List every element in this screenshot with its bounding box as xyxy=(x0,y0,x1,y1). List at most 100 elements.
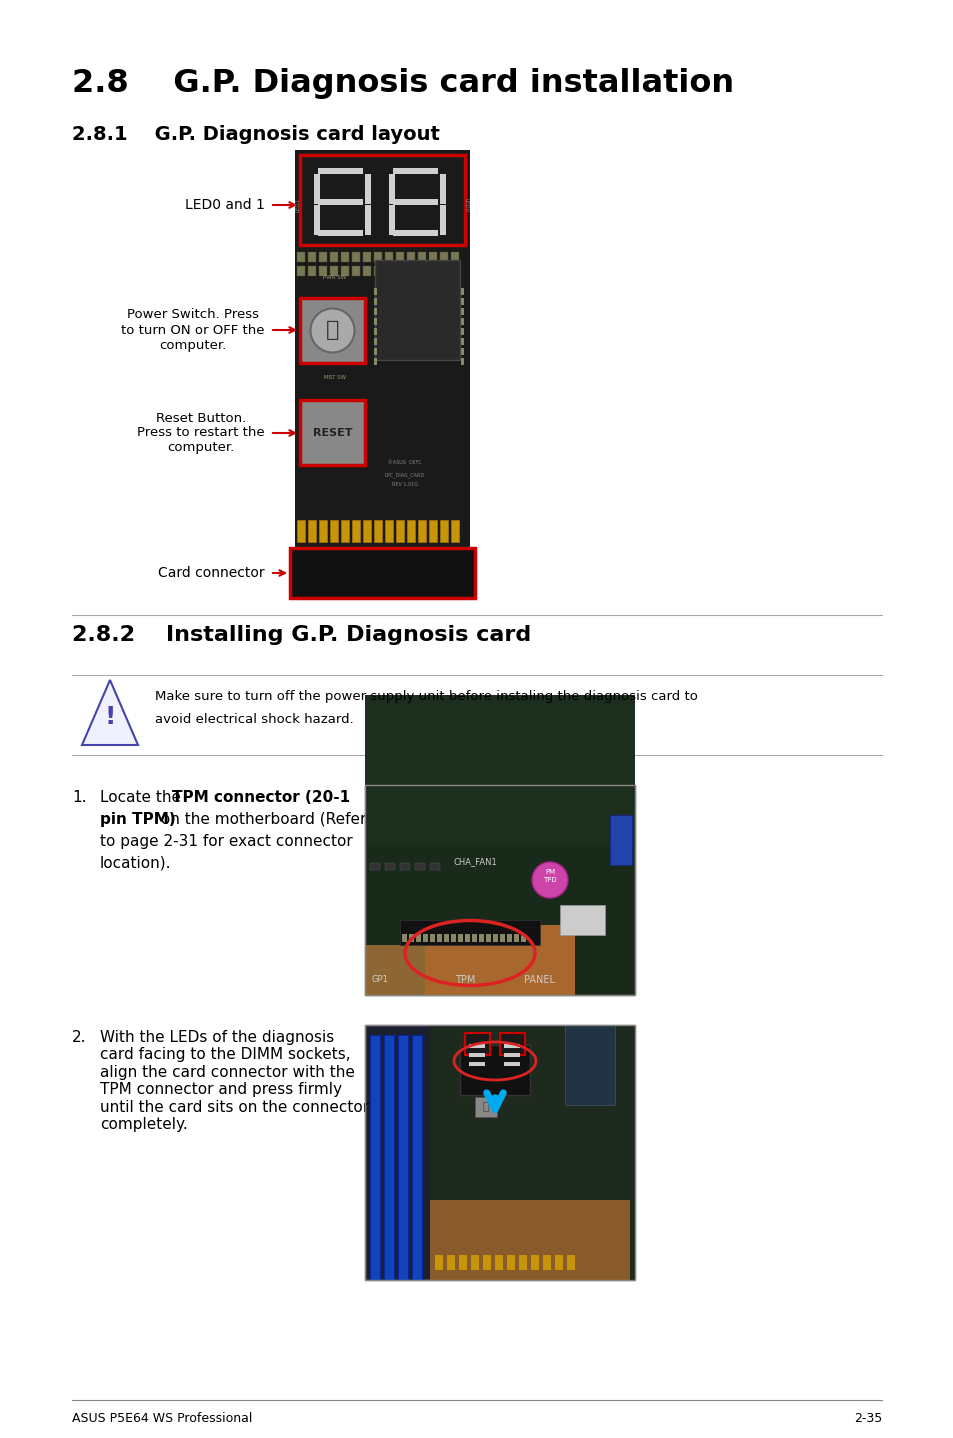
Bar xyxy=(464,935,470,942)
Bar xyxy=(296,252,305,262)
Bar xyxy=(363,521,371,542)
Bar xyxy=(395,521,403,542)
Bar xyxy=(397,1035,408,1280)
Bar xyxy=(457,935,462,942)
Bar xyxy=(469,1053,484,1057)
Bar xyxy=(460,298,463,305)
Bar xyxy=(485,935,491,942)
Text: Make sure to turn off the power supply unit before instaling the diagnosis card : Make sure to turn off the power supply u… xyxy=(154,690,698,703)
Bar xyxy=(416,935,420,942)
Bar xyxy=(385,521,393,542)
Bar xyxy=(430,863,439,870)
Text: 2.: 2. xyxy=(71,1030,87,1045)
Text: CHA_FAN1: CHA_FAN1 xyxy=(453,857,497,867)
Bar xyxy=(352,266,359,276)
Text: With the LEDs of the diagnosis
card facing to the DIMM sockets,
align the card c: With the LEDs of the diagnosis card faci… xyxy=(100,1030,369,1132)
Bar xyxy=(409,935,414,942)
Bar xyxy=(330,252,337,262)
Text: ©ASUS  C€FC: ©ASUS C€FC xyxy=(388,460,421,464)
Bar xyxy=(503,1053,519,1057)
Bar xyxy=(417,252,426,262)
Text: PANEL: PANEL xyxy=(524,975,555,985)
Text: PWR SW: PWR SW xyxy=(323,275,346,280)
Bar xyxy=(375,260,459,360)
Bar xyxy=(471,1255,478,1270)
Bar xyxy=(308,252,315,262)
Text: PM
TPD: PM TPD xyxy=(542,870,557,883)
Text: RESET: RESET xyxy=(313,427,352,437)
Text: location).: location). xyxy=(100,856,172,871)
Bar xyxy=(365,785,635,995)
Text: TPM connector (20-1: TPM connector (20-1 xyxy=(172,789,350,805)
Bar xyxy=(472,935,476,942)
Bar xyxy=(559,905,604,935)
Bar xyxy=(299,400,365,464)
Polygon shape xyxy=(82,680,138,745)
Bar xyxy=(460,288,463,295)
Bar xyxy=(555,1255,562,1270)
Bar xyxy=(330,521,337,542)
Text: REV 1.01G: REV 1.01G xyxy=(392,482,417,487)
Circle shape xyxy=(532,861,567,897)
Bar xyxy=(385,252,393,262)
Bar xyxy=(439,521,448,542)
Bar xyxy=(469,1044,484,1048)
Bar xyxy=(460,348,463,355)
Text: 2.8.1    G.P. Diagnosis card layout: 2.8.1 G.P. Diagnosis card layout xyxy=(71,125,439,144)
Bar xyxy=(389,174,395,204)
Bar xyxy=(340,252,349,262)
Bar xyxy=(499,1032,524,1055)
Bar xyxy=(412,1035,421,1280)
Bar xyxy=(503,1063,519,1066)
Bar xyxy=(308,521,315,542)
Text: Reset Button.
Press to restart the
computer.: Reset Button. Press to restart the compu… xyxy=(137,411,265,454)
Bar xyxy=(518,1255,526,1270)
Text: Locate the: Locate the xyxy=(100,789,186,805)
Bar xyxy=(443,935,449,942)
Text: LPC_DIAG_CARD: LPC_DIAG_CARD xyxy=(384,472,425,477)
Bar xyxy=(374,348,376,355)
Bar xyxy=(384,1035,394,1280)
Bar xyxy=(374,521,381,542)
Bar xyxy=(422,935,428,942)
Text: LED0 and 1: LED0 and 1 xyxy=(185,198,265,211)
Bar xyxy=(294,150,470,595)
Text: pin TPM): pin TPM) xyxy=(100,812,175,827)
Bar xyxy=(439,174,446,204)
Bar xyxy=(308,266,315,276)
Text: on the motherboard (Refer: on the motherboard (Refer xyxy=(156,812,366,827)
Bar xyxy=(493,935,497,942)
Bar xyxy=(399,863,410,870)
Bar xyxy=(365,174,371,204)
Bar xyxy=(495,1255,502,1270)
Bar xyxy=(430,1025,635,1280)
Bar xyxy=(506,935,512,942)
Bar xyxy=(407,252,415,262)
Bar xyxy=(503,1044,519,1048)
Text: Card connector: Card connector xyxy=(158,567,265,580)
Bar xyxy=(424,925,575,995)
Bar xyxy=(365,695,635,846)
Bar xyxy=(310,160,375,240)
Text: ⏻: ⏻ xyxy=(482,1102,489,1112)
Bar xyxy=(374,288,376,295)
Bar xyxy=(389,206,395,234)
Bar xyxy=(460,318,463,325)
Bar xyxy=(417,521,426,542)
Bar xyxy=(314,206,319,234)
Bar xyxy=(330,266,337,276)
Bar xyxy=(374,308,376,315)
Bar xyxy=(365,206,371,234)
Bar xyxy=(542,1255,551,1270)
Bar xyxy=(296,266,305,276)
Text: avoid electrical shock hazard.: avoid electrical shock hazard. xyxy=(154,713,354,726)
Bar xyxy=(393,168,437,174)
Text: ASUS P5E64 WS Professional: ASUS P5E64 WS Professional xyxy=(71,1412,253,1425)
Bar xyxy=(460,328,463,335)
Text: Power Switch. Press
to turn ON or OFF the
computer.: Power Switch. Press to turn ON or OFF th… xyxy=(121,309,265,351)
Text: TPM: TPM xyxy=(455,975,475,985)
Bar xyxy=(340,521,349,542)
Bar xyxy=(318,266,327,276)
Bar xyxy=(299,155,464,244)
Bar xyxy=(374,318,376,325)
